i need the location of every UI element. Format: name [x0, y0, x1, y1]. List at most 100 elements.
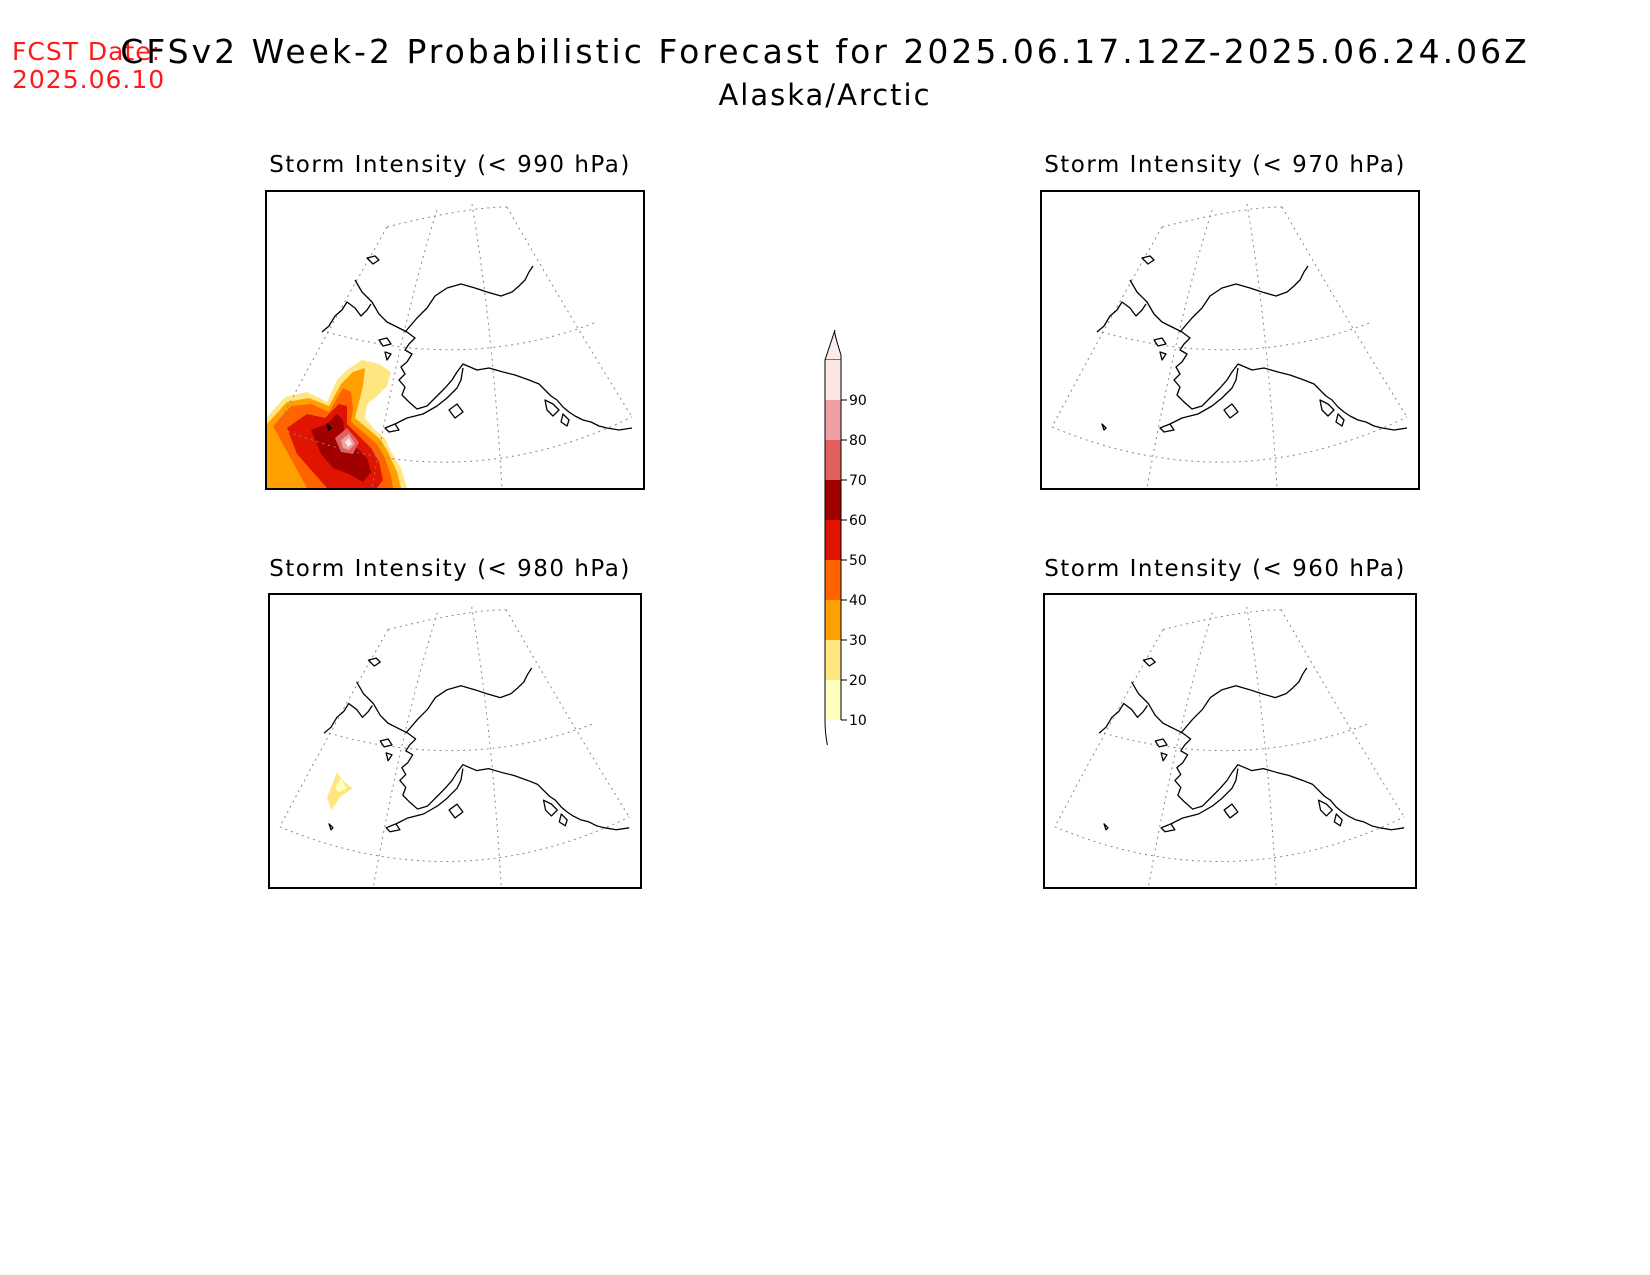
colorbar-label-50: 50 [849, 553, 867, 569]
colorbar-box-90 [825, 360, 841, 400]
coastline-segment-1 [404, 265, 534, 333]
panel-title-980: Storm Intensity (< 980 hPa) [269, 556, 631, 582]
coastline-segment-6 [395, 768, 464, 825]
coastline-segment-3 [367, 657, 381, 667]
coastline-segment-6 [1170, 768, 1239, 825]
coastline-segment-1 [405, 667, 533, 734]
coastline-segment-11 [1103, 823, 1109, 831]
coastline-segment-11 [328, 823, 334, 831]
coastline-segment-4 [1154, 738, 1168, 748]
graticule-line-4 [1051, 416, 1408, 463]
map-panel-980 [268, 593, 642, 889]
colorbar-box-10 [825, 680, 841, 720]
coastline-segment-9 [1333, 813, 1343, 827]
region-subtitle: Alaska/Arctic [718, 78, 932, 112]
coastline-segment-9 [1335, 413, 1345, 427]
graticule-line-3 [506, 206, 633, 418]
coastline-segment-8 [1317, 799, 1333, 817]
colorbar-label-80: 80 [849, 433, 867, 449]
colorbar-box-40 [825, 560, 841, 600]
forecast-date-label: FCST Date: [12, 37, 162, 66]
coastline-segment-11 [326, 423, 332, 431]
coastline-segment-3 [1142, 657, 1156, 667]
graticule [1054, 606, 1405, 887]
probability-contour-1 [334, 778, 347, 793]
graticule-line-4 [279, 816, 630, 862]
graticule-line-3 [1281, 206, 1408, 418]
colorbar-label-90: 90 [849, 393, 867, 409]
forecast-date: FCST Date: 2025.06.10 [12, 38, 165, 94]
coastline-segment-11 [1101, 423, 1107, 431]
panel-title-970: Storm Intensity (< 970 hPa) [1044, 152, 1406, 178]
coastline-segment-10 [384, 423, 400, 433]
graticule [1051, 203, 1408, 488]
coastline-segment-2 [1098, 702, 1148, 734]
coastline-segment-10 [1160, 823, 1176, 833]
colorbar-label-60: 60 [849, 513, 867, 529]
coastline-segment-2 [1096, 301, 1147, 333]
graticule-line-1 [1146, 209, 1213, 488]
coastline-segment-5 [1159, 351, 1167, 361]
graticule-line-3 [1280, 609, 1405, 818]
colorbar-top-cap [824, 330, 842, 361]
graticule-line-2 [471, 606, 502, 887]
graticule-line-2 [1246, 606, 1277, 887]
coastline-segment-7 [448, 403, 464, 419]
coastline-segment-2 [321, 301, 372, 333]
graticule-line-2 [1246, 203, 1278, 488]
coastline-segment-0 [354, 279, 633, 431]
graticule-line-3 [505, 609, 630, 818]
map-panel-960 [1043, 593, 1417, 889]
colorbar-box-20 [825, 640, 841, 680]
graticule-line-1 [1147, 612, 1213, 887]
coastline-segment-4 [379, 738, 393, 748]
coastline-segment-3 [1141, 255, 1155, 265]
graticule [279, 606, 630, 887]
probability-shading [267, 360, 407, 488]
colorbar-left-edge [824, 360, 828, 745]
graticule-line-6 [1162, 609, 1282, 631]
colorbar-label-40: 40 [849, 593, 867, 609]
coastline-segment-1 [1179, 265, 1309, 333]
probability-colorbar: 10 20 30 40 50 60 70 80 90 [824, 330, 867, 745]
graticule-line-5 [1101, 321, 1373, 351]
alaska-map-990 [267, 203, 633, 488]
graticule-line-6 [386, 206, 508, 228]
colorbar-label-30: 30 [849, 633, 867, 649]
probability-shading [327, 772, 353, 811]
coastline-segment-9 [560, 413, 570, 427]
coastline-segment-10 [385, 823, 401, 833]
coastline-segment-7 [1223, 403, 1239, 419]
alaska-map-980 [279, 606, 630, 887]
graticule-line-1 [371, 209, 438, 488]
coastline-segment-4 [1153, 337, 1167, 347]
coastline-segment-0 [356, 681, 630, 831]
graticule-line-1 [372, 612, 438, 887]
graticule-line-5 [1103, 722, 1370, 752]
coastline [1098, 657, 1405, 833]
colorbar-label-20: 20 [849, 673, 867, 689]
coastline-segment-0 [1131, 681, 1405, 831]
colorbar-box-60 [825, 480, 841, 520]
colorbar-box-70 [825, 440, 841, 480]
coastline-segment-4 [378, 337, 392, 347]
graticule-line-6 [387, 609, 507, 631]
graticule [276, 203, 633, 488]
coastline [323, 657, 630, 833]
graticule-line-5 [326, 321, 598, 351]
colorbar-label-70: 70 [849, 473, 867, 489]
coastline-segment-8 [544, 399, 560, 417]
coastline-segment-9 [558, 813, 568, 827]
coastline-segment-8 [1319, 399, 1335, 417]
alaska-map-970 [1051, 203, 1408, 488]
graticule-line-2 [471, 203, 503, 488]
graticule-line-5 [328, 722, 595, 752]
coastline-segment-6 [394, 367, 464, 425]
coastline-segment-10 [1159, 423, 1175, 433]
alaska-map-960 [1054, 606, 1405, 887]
coastline [1096, 255, 1408, 433]
panel-title-990: Storm Intensity (< 990 hPa) [269, 152, 631, 178]
coastline [321, 255, 633, 433]
coastline-segment-7 [1223, 803, 1239, 819]
colorbar-box-80 [825, 400, 841, 440]
